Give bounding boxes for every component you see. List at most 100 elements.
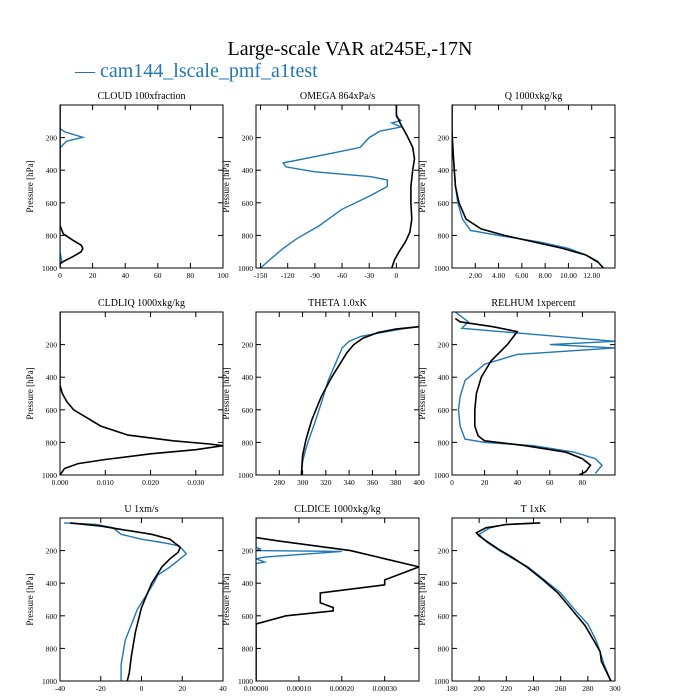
y-tick-label: 200 (242, 341, 254, 350)
x-tick-label: 0.00000 (244, 684, 269, 693)
y-tick-label: 400 (46, 579, 58, 588)
y-tick-label: 600 (438, 612, 450, 621)
y-tick-label: 200 (46, 547, 58, 556)
x-tick-label: 0 (394, 271, 398, 280)
x-tick-label: 0.020 (142, 478, 159, 487)
x-tick-label: -40 (55, 684, 65, 693)
x-tick-label: 0.00020 (330, 684, 355, 693)
plot-frame (255, 311, 420, 476)
panel-title: RELHUM 1xpercent (491, 298, 575, 309)
x-tick-label: 180 (446, 684, 458, 693)
x-tick-label: 4.00 (492, 271, 505, 280)
panel-title: CLOUD 100xfraction (97, 91, 185, 102)
plot-frame (451, 104, 616, 269)
x-tick-label: 20 (89, 271, 97, 280)
x-tick-label: -90 (310, 271, 320, 280)
y-tick-label: 600 (438, 406, 450, 415)
x-tick-label: 20 (179, 684, 187, 693)
y-tick-label: 1000 (42, 264, 57, 273)
y-tick-label: 1000 (434, 471, 449, 480)
y-tick-label: 400 (438, 373, 450, 382)
plot-frame (59, 517, 224, 682)
y-tick-label: 1000 (42, 677, 57, 686)
x-tick-label: -30 (364, 271, 374, 280)
figure-title: Large-scale VAR at245E,-17N (227, 38, 473, 60)
x-tick-label: 400 (413, 478, 425, 487)
series-line-reference (300, 325, 419, 475)
y-axis-label: Pressure [hPa] (417, 367, 427, 419)
series-line-test (260, 105, 404, 268)
panel-relhum: RELHUM 1xpercent2004006008001000Pressure… (417, 298, 616, 487)
x-tick-label: 0 (140, 684, 144, 693)
plot-frame (451, 311, 616, 476)
x-tick-label: 10.00 (560, 271, 577, 280)
y-tick-label: 200 (46, 341, 58, 350)
panel-cldice: CLDICE 1000xkg/kg 200 400 600 800 1000 Pressur… (221, 504, 420, 693)
x-tick-label: 2.00 (469, 271, 482, 280)
panel-title: OMEGA 864xPa/s (300, 91, 375, 102)
y-tick-label: 1000 (434, 677, 449, 686)
y-axis-label: Pressure [hPa] (25, 367, 35, 419)
y-tick-label: 600 (242, 199, 254, 208)
panel-title: CLDICE 1000xkg/kg (294, 504, 380, 515)
y-tick-label: 1000 (238, 471, 253, 480)
x-tick-label: 0 (58, 271, 62, 280)
y-axis-label: Pressure [hPa] (417, 573, 427, 625)
series-line-test (60, 105, 86, 268)
panel-theta: THETA 1.0xK 200 400 600 800 1000 Pressure [hPa… (221, 298, 425, 487)
x-tick-label: 0.000 (52, 478, 69, 487)
panel-title: CLDLIQ 1000xkg/kg (98, 298, 185, 309)
x-tick-label: 12.00 (583, 271, 600, 280)
y-tick-label: 1000 (434, 264, 449, 273)
y-tick-label: 200 (242, 134, 254, 143)
x-tick-label: 360 (367, 478, 379, 487)
x-tick-label: 40 (219, 684, 227, 693)
panel-q: Q 1000xkg/kg 200 400 600 800 1000 Pressure [hP… (417, 91, 616, 280)
panel-cloud: CLOUD 100xfraction2004006008001000Pressu… (25, 91, 229, 280)
x-tick-label: 0 (450, 478, 454, 487)
x-tick-label: -60 (337, 271, 347, 280)
x-tick-label: 60 (154, 271, 162, 280)
y-tick-label: 200 (438, 134, 450, 143)
x-tick-label: 340 (344, 478, 356, 487)
y-tick-label: 400 (242, 166, 254, 175)
x-tick-label: 320 (320, 478, 332, 487)
y-tick-label: 400 (438, 166, 450, 175)
y-tick-label: 400 (242, 373, 254, 382)
x-tick-label: 80 (187, 271, 195, 280)
y-tick-label: 800 (46, 231, 58, 240)
x-tick-label: 280 (582, 684, 594, 693)
plot-frame (59, 104, 224, 269)
series-line-reference (454, 317, 592, 475)
x-tick-label: 280 (274, 478, 286, 487)
x-tick-label: 240 (528, 684, 540, 693)
y-tick-label: 200 (438, 341, 450, 350)
y-tick-label: 200 (438, 547, 450, 556)
panel-title: T 1xK (521, 504, 547, 515)
x-tick-label: 60 (546, 478, 554, 487)
panel-title: THETA 1.0xK (308, 298, 367, 309)
y-tick-label: 800 (438, 438, 450, 447)
y-axis-label: Pressure [hPa] (221, 573, 231, 625)
x-tick-label: 300 (609, 684, 621, 693)
plot-frame (59, 311, 224, 476)
x-tick-label: 260 (555, 684, 567, 693)
series-line-test (454, 312, 615, 474)
y-tick-label: 800 (46, 644, 58, 653)
x-tick-label: 200 (474, 684, 486, 693)
x-tick-label: 0.010 (97, 478, 114, 487)
x-tick-label: 0.00030 (372, 684, 397, 693)
y-tick-label: 200 (46, 134, 58, 143)
y-tick-label: 1000 (238, 264, 253, 273)
y-tick-label: 800 (46, 438, 58, 447)
plot-frame (451, 517, 616, 682)
panel-title: Q 1000xkg/kg (505, 91, 563, 102)
y-tick-label: 1000 (42, 471, 57, 480)
x-tick-label: 20 (481, 478, 489, 487)
y-tick-label: 600 (46, 406, 58, 415)
x-tick-label: -150 (254, 271, 268, 280)
y-tick-label: 400 (438, 579, 450, 588)
y-tick-label: 400 (242, 579, 254, 588)
y-tick-label: 800 (242, 231, 254, 240)
